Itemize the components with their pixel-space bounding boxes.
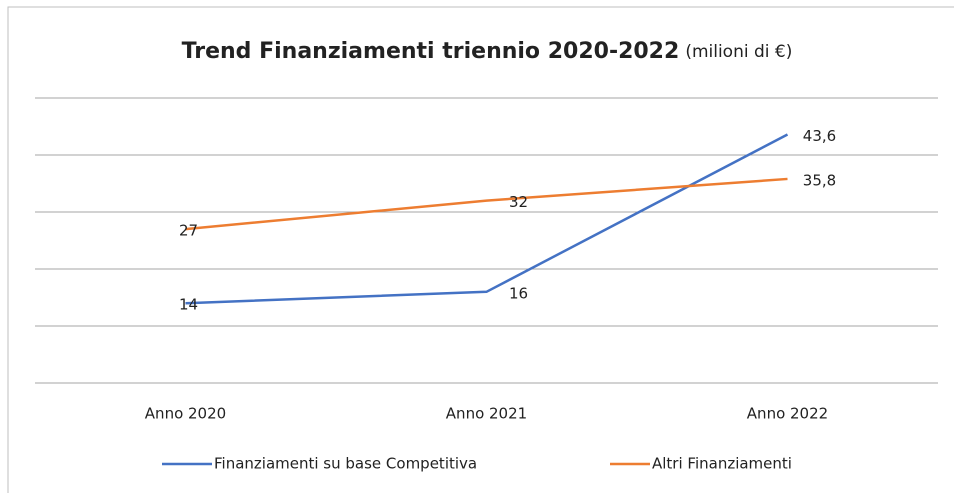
data-label: 27 xyxy=(179,222,198,240)
data-label: 16 xyxy=(509,284,528,302)
legend-label: Altri Finanziamenti xyxy=(652,455,792,473)
x-tick-label: Anno 2020 xyxy=(145,405,226,423)
data-label: 43,6 xyxy=(803,127,836,145)
legend-label: Finanziamenti su base Competitiva xyxy=(214,455,477,473)
chart-subtitle: (milioni di €) xyxy=(685,42,792,62)
x-tick-label: Anno 2022 xyxy=(747,405,828,423)
chart-heading: Trend Finanziamenti triennio 2020-2022 (m… xyxy=(182,39,793,64)
chart-title: Trend Finanziamenti triennio 2020-2022 xyxy=(182,39,680,64)
chart-frame xyxy=(7,6,954,493)
x-tick-label: Anno 2021 xyxy=(446,405,527,423)
data-label: 35,8 xyxy=(803,171,836,189)
series-line xyxy=(185,177,788,231)
data-label: 14 xyxy=(179,296,198,314)
data-label: 32 xyxy=(509,193,528,211)
